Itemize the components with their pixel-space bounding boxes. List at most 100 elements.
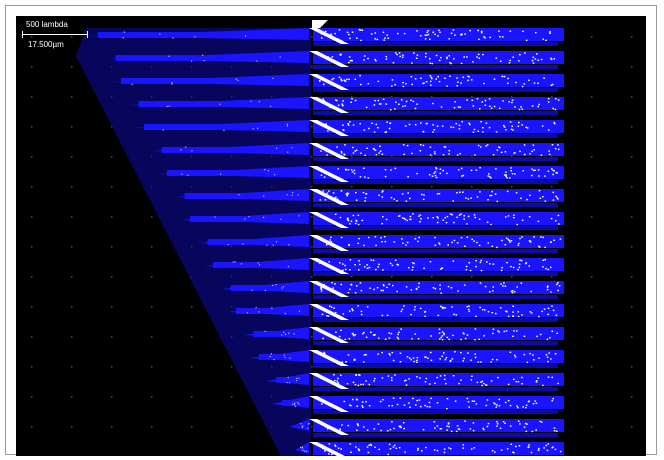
- via: [437, 76, 439, 78]
- via: [481, 384, 483, 387]
- via: [397, 264, 399, 266]
- via: [263, 195, 265, 197]
- via: [361, 29, 364, 31]
- via: [403, 217, 405, 220]
- via: [433, 151, 436, 153]
- via: [429, 62, 432, 64]
- via: [227, 244, 229, 246]
- via: [346, 192, 349, 194]
- via: [414, 107, 417, 109]
- via: [466, 56, 468, 58]
- via: [430, 84, 432, 86]
- via: [443, 332, 445, 335]
- via: [408, 378, 410, 380]
- via: [556, 172, 558, 174]
- via: [449, 75, 451, 77]
- via: [387, 453, 390, 456]
- via: [520, 282, 523, 284]
- via: [473, 128, 476, 131]
- via: [367, 57, 369, 60]
- via: [446, 85, 448, 87]
- via: [288, 332, 290, 334]
- via: [520, 197, 522, 199]
- via: [346, 78, 348, 80]
- via: [360, 383, 362, 386]
- metal-row-band: [161, 147, 309, 153]
- via: [329, 305, 331, 307]
- via: [532, 62, 535, 64]
- via: [334, 379, 336, 382]
- via: [365, 193, 367, 195]
- via: [346, 194, 349, 197]
- metal-row-right: [313, 166, 564, 179]
- via: [448, 447, 450, 449]
- via: [515, 192, 518, 194]
- metal-row-underlay: [313, 318, 558, 322]
- grid-dot: [591, 426, 593, 428]
- via: [333, 307, 335, 309]
- via: [490, 107, 493, 109]
- via: [181, 173, 183, 175]
- via: [463, 333, 465, 335]
- via: [470, 359, 472, 361]
- via: [342, 105, 344, 107]
- via: [360, 310, 363, 313]
- via: [375, 154, 378, 156]
- via: [370, 33, 373, 35]
- via: [371, 122, 373, 124]
- via: [539, 197, 542, 199]
- via: [442, 306, 445, 309]
- via: [436, 376, 438, 379]
- via: [477, 130, 480, 132]
- via: [446, 57, 448, 60]
- via: [415, 288, 418, 290]
- via: [447, 285, 450, 288]
- via: [416, 361, 418, 364]
- via: [393, 427, 395, 430]
- via: [382, 216, 384, 218]
- via: [530, 290, 532, 293]
- via: [327, 130, 329, 132]
- via: [459, 191, 461, 193]
- via: [320, 286, 322, 289]
- via: [284, 333, 287, 335]
- via: [548, 150, 550, 152]
- via: [437, 35, 439, 37]
- via: [357, 214, 360, 216]
- via: [462, 360, 464, 362]
- via: [388, 332, 390, 334]
- via: [434, 236, 436, 239]
- grid-dot: [151, 366, 153, 368]
- via: [457, 81, 459, 83]
- via: [551, 144, 554, 146]
- via: [424, 310, 427, 313]
- via: [425, 446, 427, 449]
- via: [340, 329, 342, 332]
- via: [441, 125, 444, 127]
- via: [321, 147, 324, 150]
- via: [366, 264, 368, 266]
- via: [468, 305, 470, 307]
- via: [531, 174, 533, 177]
- via: [291, 194, 293, 196]
- via: [467, 198, 470, 200]
- via: [507, 77, 509, 80]
- via: [389, 262, 392, 265]
- grid-dot: [111, 366, 113, 368]
- via: [379, 400, 382, 403]
- via: [384, 338, 387, 340]
- via: [445, 382, 447, 385]
- via: [531, 430, 534, 433]
- metal-row-underlay: [313, 226, 558, 230]
- via: [327, 315, 330, 317]
- via: [387, 37, 390, 39]
- via: [326, 104, 328, 106]
- via: [405, 100, 408, 103]
- via: [445, 357, 448, 359]
- via: [395, 101, 397, 103]
- grid-dot: [551, 156, 553, 158]
- via: [336, 382, 338, 385]
- via: [457, 290, 459, 292]
- via: [420, 122, 422, 124]
- via: [385, 131, 387, 133]
